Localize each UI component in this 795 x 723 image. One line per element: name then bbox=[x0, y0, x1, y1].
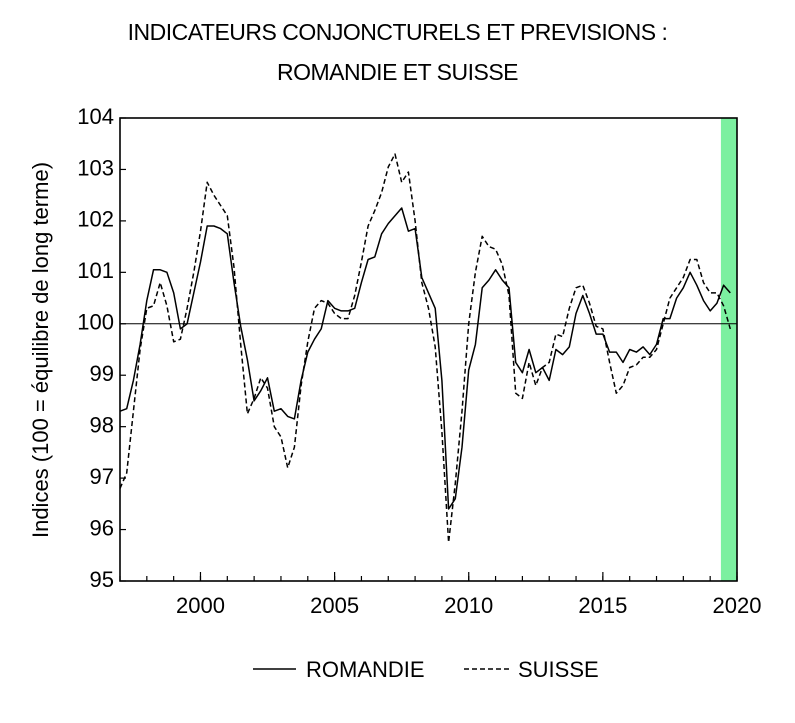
x-tick-label: 2000 bbox=[176, 593, 225, 618]
legend: ROMANDIE SUISSE bbox=[253, 657, 599, 682]
plot-frame bbox=[119, 117, 738, 582]
chart-subtitle: ROMANDIE ET SUISSE bbox=[276, 59, 519, 85]
y-tick-label: 102 bbox=[77, 207, 114, 232]
x-tick-label: 2010 bbox=[444, 593, 493, 618]
legend-label-romandie: ROMANDIE bbox=[306, 657, 425, 682]
y-axis-label: Indices (100 = équilibre de long terme) bbox=[28, 162, 53, 538]
y-axis: 95 96 97 98 99 100 101 102 103 104 bbox=[77, 104, 126, 592]
x-tick-label: 2005 bbox=[310, 593, 359, 618]
x-tick-label: 2020 bbox=[713, 593, 762, 618]
forecast-band bbox=[720, 118, 737, 581]
series-line-romandie bbox=[119, 207, 731, 510]
chart-title: INDICATEURS CONJONCTURELS ET PREVISIONS … bbox=[127, 19, 668, 45]
x-tick-label: 2015 bbox=[578, 593, 627, 618]
y-tick-label: 103 bbox=[77, 155, 114, 180]
y-tick-label: 104 bbox=[77, 104, 114, 129]
x-axis: 2000 2005 2010 2015 2020 bbox=[119, 572, 762, 618]
y-tick-label: 96 bbox=[90, 515, 114, 540]
y-tick-label: 100 bbox=[77, 310, 114, 335]
y-tick-label: 99 bbox=[90, 361, 114, 386]
y-tick-label: 97 bbox=[90, 464, 114, 489]
legend-label-suisse: SUISSE bbox=[518, 657, 599, 682]
series-layer bbox=[119, 153, 732, 544]
y-tick-label: 101 bbox=[77, 258, 114, 283]
y-tick-label: 95 bbox=[90, 567, 114, 592]
y-tick-label: 98 bbox=[90, 412, 114, 437]
series-line-suisse bbox=[119, 153, 732, 544]
